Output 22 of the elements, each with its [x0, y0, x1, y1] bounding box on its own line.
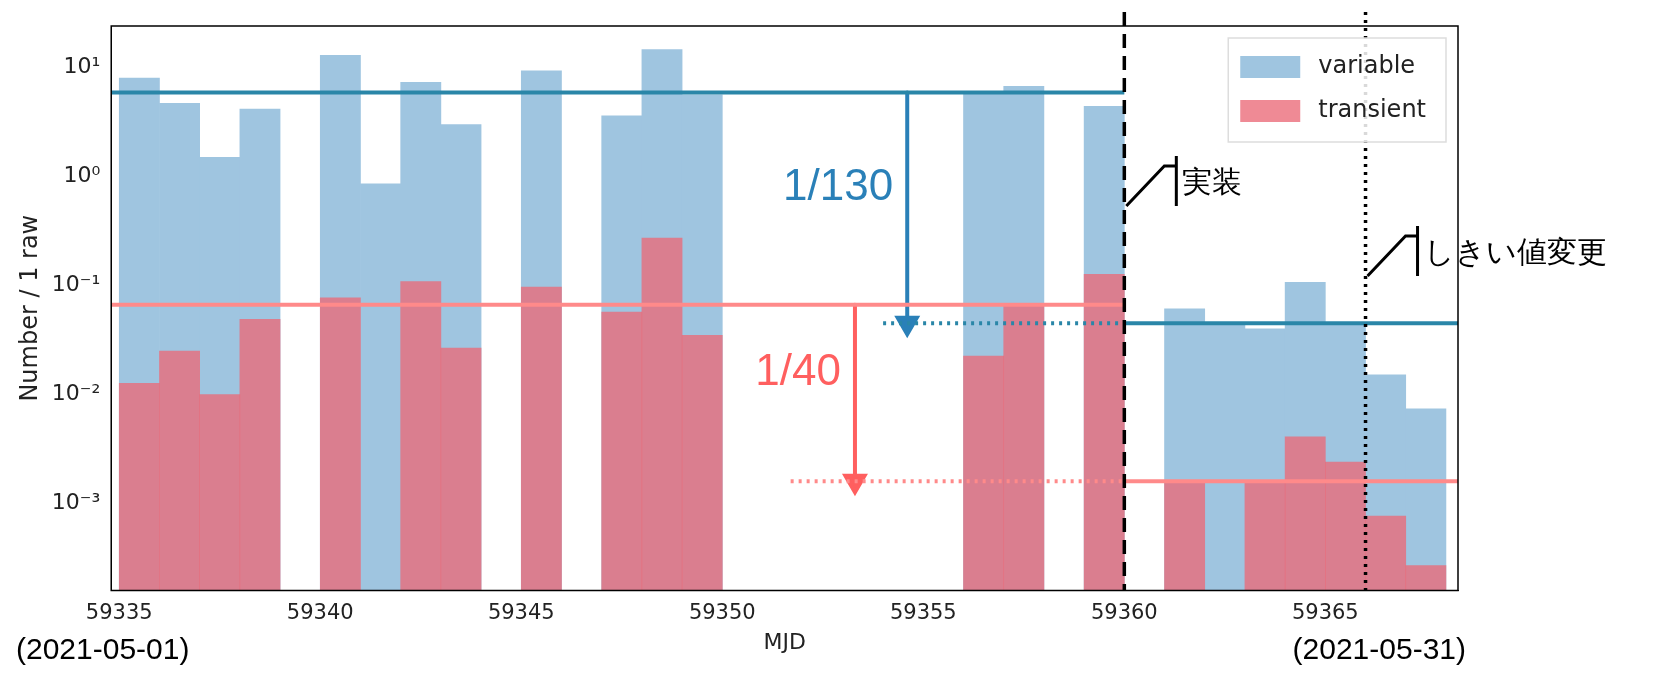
x-tick-label: 59340 [286, 600, 354, 625]
series-label: 1/130 [783, 160, 894, 210]
y-axis-title: Number / 1 raw [14, 214, 43, 402]
text: (2021-05-31) [1292, 632, 1466, 666]
legend-label: variable [1318, 51, 1416, 80]
x-tick-label: 59360 [1090, 600, 1158, 625]
y-tick-label: 10⁰ [63, 162, 101, 188]
text: (2021-05-01) [16, 632, 190, 666]
x-tick-label: 59355 [889, 600, 957, 625]
series-label: 1/40 [755, 345, 841, 395]
ref-line-label: しきい値変更 [1423, 233, 1607, 269]
x-tick-label: 59350 [688, 600, 756, 625]
x-tick-label: 59365 [1291, 600, 1359, 625]
ref-line-label: 実装 [1182, 163, 1243, 199]
y-tick-label: 10⁻² [51, 380, 101, 406]
x-tick-label: 59335 [85, 600, 153, 625]
y-tick-label: 10⁻¹ [51, 271, 101, 297]
x-axis-title: MJD [763, 628, 806, 654]
x-tick-label: 59345 [487, 600, 555, 625]
y-tick-label: 10⁻³ [51, 489, 101, 515]
y-tick-label: 10¹ [63, 53, 101, 79]
legend-label: transient [1318, 95, 1427, 124]
